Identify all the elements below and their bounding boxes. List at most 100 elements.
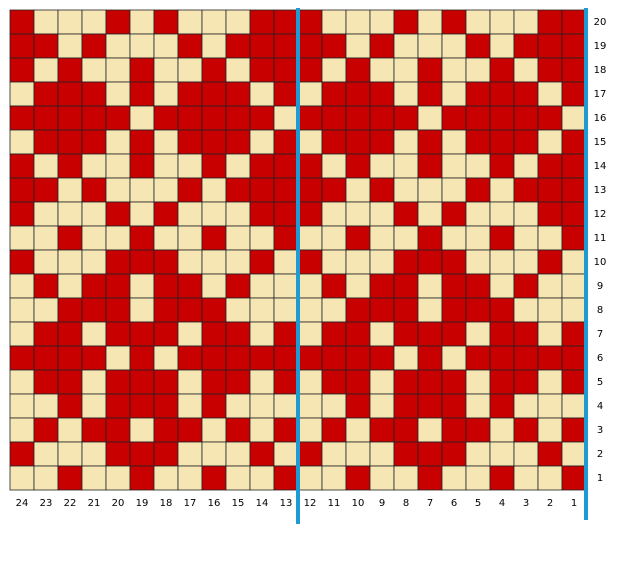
cell — [345, 201, 371, 227]
cell — [273, 345, 299, 371]
cell — [225, 369, 251, 395]
cell — [57, 417, 83, 443]
cell — [561, 153, 587, 179]
cell — [513, 345, 539, 371]
cell — [393, 9, 419, 35]
cell — [249, 105, 275, 131]
cell — [33, 393, 59, 419]
cell — [153, 57, 179, 83]
cell — [321, 369, 347, 395]
cell — [561, 9, 587, 35]
cell — [417, 441, 443, 467]
cell — [225, 225, 251, 251]
cell — [225, 465, 251, 491]
cell — [177, 297, 203, 323]
column-label: 21 — [88, 498, 101, 509]
cell — [273, 33, 299, 59]
cell — [321, 273, 347, 299]
cell — [489, 57, 515, 83]
cell — [393, 441, 419, 467]
cell — [201, 345, 227, 371]
cell — [201, 465, 227, 491]
row-label: 4 — [597, 401, 603, 412]
cell — [417, 297, 443, 323]
cell — [249, 57, 275, 83]
cell — [465, 9, 491, 35]
cell — [81, 153, 107, 179]
cell — [9, 273, 35, 299]
cell — [57, 441, 83, 467]
cell — [81, 345, 107, 371]
cell — [537, 393, 563, 419]
cell — [81, 129, 107, 155]
cell — [537, 33, 563, 59]
cell — [489, 369, 515, 395]
cell — [273, 417, 299, 443]
cell — [9, 345, 35, 371]
cell — [105, 153, 131, 179]
cell — [369, 201, 395, 227]
cell — [561, 273, 587, 299]
cell — [441, 369, 467, 395]
cell — [537, 201, 563, 227]
cell — [177, 177, 203, 203]
cell — [9, 465, 35, 491]
cell — [249, 177, 275, 203]
cell — [537, 105, 563, 131]
cell — [513, 273, 539, 299]
cell — [321, 33, 347, 59]
cell — [177, 465, 203, 491]
cell — [297, 105, 323, 131]
cell — [441, 441, 467, 467]
cell — [129, 153, 155, 179]
cell — [9, 9, 35, 35]
cell — [177, 369, 203, 395]
cell — [489, 153, 515, 179]
cell — [177, 441, 203, 467]
cell — [57, 201, 83, 227]
row-label: 19 — [594, 41, 607, 52]
column-label: 1 — [571, 498, 577, 509]
cell — [57, 225, 83, 251]
cell — [465, 105, 491, 131]
cell — [465, 297, 491, 323]
cell — [513, 129, 539, 155]
cell — [297, 393, 323, 419]
column-label: 3 — [523, 498, 529, 509]
row-label: 16 — [594, 113, 607, 124]
cell — [441, 465, 467, 491]
column-label: 8 — [403, 498, 409, 509]
cell — [561, 81, 587, 107]
cell — [489, 177, 515, 203]
cell — [537, 153, 563, 179]
cell — [537, 369, 563, 395]
cell — [201, 33, 227, 59]
cell — [225, 297, 251, 323]
cell — [321, 417, 347, 443]
cell — [33, 369, 59, 395]
cell — [537, 345, 563, 371]
cell — [393, 153, 419, 179]
cell — [273, 201, 299, 227]
cell — [345, 345, 371, 371]
cell — [105, 249, 131, 275]
cell — [369, 153, 395, 179]
cell — [465, 249, 491, 275]
cell — [393, 225, 419, 251]
cell — [513, 81, 539, 107]
cell — [129, 417, 155, 443]
cell — [33, 441, 59, 467]
cell — [153, 393, 179, 419]
cell — [393, 81, 419, 107]
cell — [105, 105, 131, 131]
cell — [489, 9, 515, 35]
cell — [345, 105, 371, 131]
cell — [345, 321, 371, 347]
cell — [273, 249, 299, 275]
cell — [441, 273, 467, 299]
cell — [297, 441, 323, 467]
cell — [57, 393, 83, 419]
cell — [225, 201, 251, 227]
cell — [177, 225, 203, 251]
cell — [417, 9, 443, 35]
